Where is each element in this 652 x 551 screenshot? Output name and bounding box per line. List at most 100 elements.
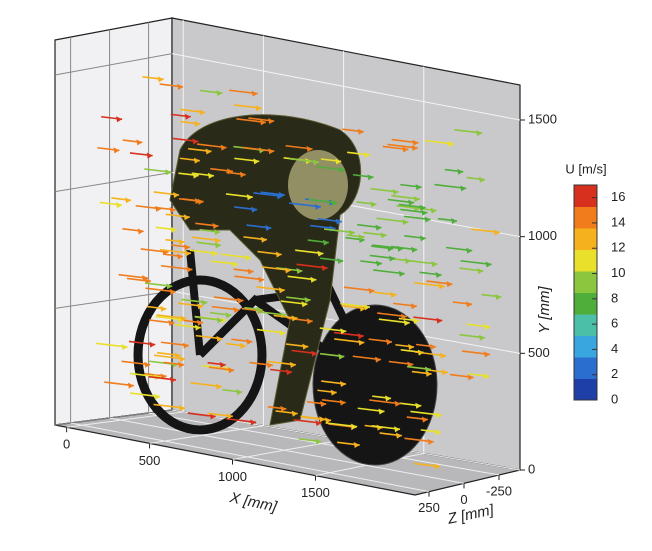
grid-line bbox=[70, 422, 430, 493]
flow-arrow-head bbox=[280, 405, 287, 412]
flow-arrow-head bbox=[178, 361, 185, 368]
flow-arrow-head bbox=[212, 223, 219, 230]
flow-arrow-head bbox=[424, 216, 431, 223]
flow-arrow-head bbox=[315, 420, 322, 427]
flow-arrow-head bbox=[246, 194, 253, 201]
flow-arrow-head bbox=[467, 374, 474, 381]
flow-arrow-head bbox=[184, 244, 191, 251]
x-tick-label: 0 bbox=[63, 437, 70, 452]
flow-arrow-head bbox=[358, 234, 365, 241]
flow-arrow-head bbox=[413, 317, 420, 324]
flow-arrow-head bbox=[136, 139, 143, 146]
flow-arrow-head bbox=[220, 317, 227, 324]
flow-arrow-head bbox=[338, 166, 345, 173]
flow-arrow-head bbox=[314, 203, 321, 210]
flow-arrow-head bbox=[296, 268, 303, 275]
flow-arrow-head bbox=[312, 159, 319, 166]
flow-arrow-head bbox=[427, 438, 434, 445]
x-tick-label: 1500 bbox=[301, 485, 330, 500]
colorbar-band bbox=[574, 228, 597, 250]
flow-arrow-head bbox=[478, 334, 485, 341]
flow-arrow-head bbox=[451, 217, 458, 224]
flow-arrow-head bbox=[367, 174, 374, 181]
colorbar-tick-label: 4 bbox=[611, 341, 618, 356]
flow-arrow-head bbox=[237, 297, 244, 304]
flow-arrow-head bbox=[310, 276, 317, 283]
flow-arrow-head bbox=[425, 370, 432, 377]
flow-arrow-head bbox=[320, 401, 327, 408]
flow-arrow-head bbox=[178, 238, 185, 245]
flow-arrow-head bbox=[193, 157, 200, 164]
flow-arrow-head bbox=[236, 389, 243, 396]
flow-arrow-head bbox=[335, 218, 342, 225]
flow-arrow-head bbox=[380, 232, 387, 239]
flow-arrow-head bbox=[179, 355, 186, 362]
z-tick-label: 250 bbox=[418, 500, 440, 515]
flow-arrow-head bbox=[174, 352, 181, 359]
flow-arrow-head bbox=[194, 198, 201, 205]
flow-arrow-head bbox=[390, 291, 397, 298]
flow-arrow-head bbox=[370, 201, 377, 208]
flow-arrow-head bbox=[466, 301, 473, 308]
flow-arrow-head bbox=[415, 402, 422, 409]
flow-arrow-head bbox=[226, 413, 233, 420]
grid-line bbox=[109, 417, 465, 484]
flow-arrow-head bbox=[301, 301, 308, 308]
flow-arrow-head bbox=[338, 353, 345, 360]
flow-arrow-head bbox=[436, 317, 443, 324]
flow-arrow-head bbox=[291, 410, 298, 417]
flow-arrow-head bbox=[388, 255, 395, 262]
flow-arrow-head bbox=[284, 267, 291, 274]
flow-arrow-head bbox=[302, 343, 309, 350]
y-axis-label: Y [mm] bbox=[536, 286, 553, 334]
flow-arrow-head bbox=[438, 283, 445, 290]
flow-arrow-head bbox=[385, 395, 392, 402]
y-tick-label: 500 bbox=[528, 345, 550, 360]
grid-line bbox=[54, 53, 173, 76]
flow-arrow-head bbox=[434, 429, 441, 436]
flow-arrow-head bbox=[160, 305, 167, 312]
flow-arrow-head bbox=[197, 303, 204, 310]
flow-arrow-head bbox=[457, 168, 464, 175]
flow-arrow-head bbox=[368, 287, 375, 294]
flow-arrow-head bbox=[232, 261, 239, 268]
flow-arrow-head bbox=[183, 214, 190, 221]
flow-arrow-head bbox=[495, 293, 502, 300]
colorbar-tick-label: 0 bbox=[611, 391, 618, 406]
flow-arrow-head bbox=[291, 315, 298, 322]
flow-arrow-head bbox=[144, 361, 151, 368]
flow-arrow-head bbox=[289, 361, 296, 368]
flow-arrow-head bbox=[250, 419, 257, 426]
flow-arrow-head bbox=[353, 442, 360, 449]
flow-arrow-head bbox=[207, 172, 214, 179]
x-tick-label: 500 bbox=[139, 453, 161, 468]
colorbar-band bbox=[574, 249, 597, 272]
flow-arrow-head bbox=[435, 412, 442, 419]
flow-arrow-head bbox=[239, 171, 246, 178]
flow-arrow-head bbox=[394, 426, 401, 433]
flow-arrow-head bbox=[351, 423, 358, 430]
flow-arrow-head bbox=[137, 228, 144, 235]
z-tick-label: 0 bbox=[460, 492, 467, 507]
flow-arrow-head bbox=[434, 463, 441, 470]
colorbar-band bbox=[574, 314, 597, 336]
flow-arrow-head bbox=[169, 206, 176, 213]
flow-arrow-head bbox=[259, 119, 266, 126]
flow-arrow-head bbox=[493, 229, 500, 236]
flow-arrow-head bbox=[386, 338, 393, 345]
colorbar-tick-label: 2 bbox=[611, 366, 618, 381]
flow-arrow-head bbox=[214, 237, 221, 244]
flow-arrow-head bbox=[251, 206, 258, 213]
colorbar-tick-label: 16 bbox=[611, 189, 625, 204]
flow-arrow-head bbox=[421, 209, 428, 216]
flow-arrow-head bbox=[419, 235, 426, 242]
flow-arrow-head bbox=[180, 315, 187, 322]
flow-arrow-head bbox=[266, 362, 273, 369]
colorbar-tick-label: 12 bbox=[611, 240, 625, 255]
colorbar-tick-label: 8 bbox=[611, 290, 618, 305]
flow-arrow-head bbox=[154, 393, 161, 400]
flow-arrow-head bbox=[246, 338, 253, 345]
flow-arrow-head bbox=[357, 333, 364, 340]
flow-arrow-head bbox=[306, 145, 313, 152]
flow-arrow-head bbox=[402, 219, 409, 226]
